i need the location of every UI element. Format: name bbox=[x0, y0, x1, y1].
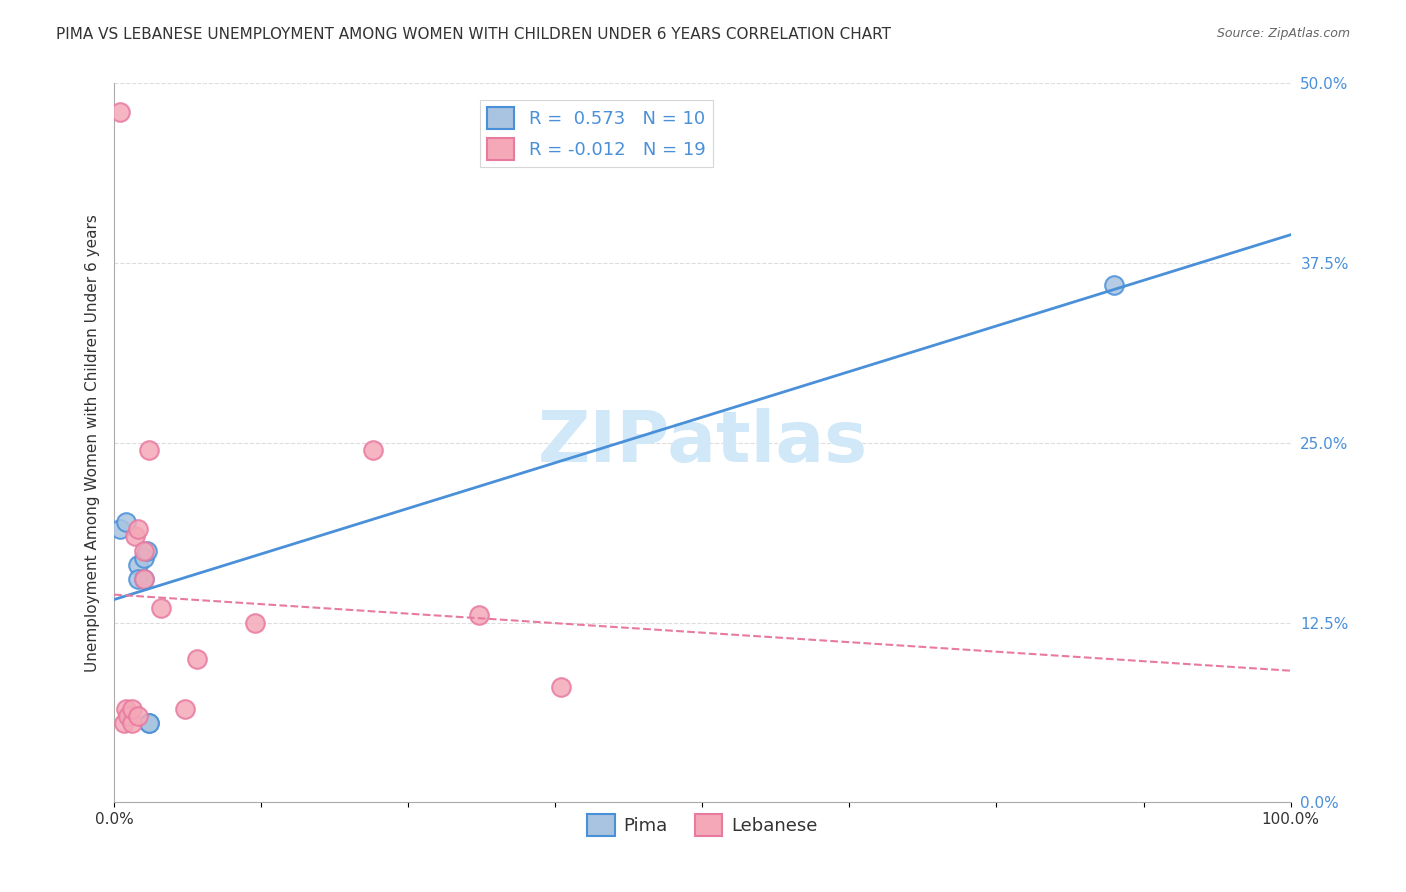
Point bbox=[138, 716, 160, 731]
Point bbox=[150, 601, 173, 615]
Point bbox=[136, 543, 159, 558]
Point bbox=[132, 543, 155, 558]
Legend: Pima, Lebanese: Pima, Lebanese bbox=[581, 807, 824, 844]
Point bbox=[550, 680, 572, 694]
Point bbox=[138, 716, 160, 731]
Point bbox=[132, 573, 155, 587]
Point bbox=[132, 550, 155, 565]
Y-axis label: Unemployment Among Women with Children Under 6 years: Unemployment Among Women with Children U… bbox=[86, 214, 100, 672]
Point bbox=[1102, 277, 1125, 292]
Point bbox=[173, 702, 195, 716]
Text: PIMA VS LEBANESE UNEMPLOYMENT AMONG WOMEN WITH CHILDREN UNDER 6 YEARS CORRELATIO: PIMA VS LEBANESE UNEMPLOYMENT AMONG WOME… bbox=[56, 27, 891, 42]
Point bbox=[121, 716, 143, 731]
Point bbox=[127, 573, 149, 587]
Point bbox=[108, 105, 131, 120]
Point bbox=[127, 522, 149, 536]
Point bbox=[361, 443, 384, 458]
Point bbox=[112, 716, 135, 731]
Point bbox=[115, 515, 138, 529]
Point bbox=[127, 709, 149, 723]
Text: Source: ZipAtlas.com: Source: ZipAtlas.com bbox=[1216, 27, 1350, 40]
Point bbox=[127, 558, 149, 572]
Point bbox=[245, 615, 267, 630]
Point bbox=[108, 522, 131, 536]
Point bbox=[468, 608, 491, 623]
Point bbox=[186, 651, 208, 665]
Point bbox=[117, 709, 139, 723]
Point bbox=[121, 702, 143, 716]
Point bbox=[124, 529, 146, 543]
Point bbox=[132, 573, 155, 587]
Text: ZIPatlas: ZIPatlas bbox=[537, 409, 868, 477]
Point bbox=[115, 702, 138, 716]
Point bbox=[138, 443, 160, 458]
